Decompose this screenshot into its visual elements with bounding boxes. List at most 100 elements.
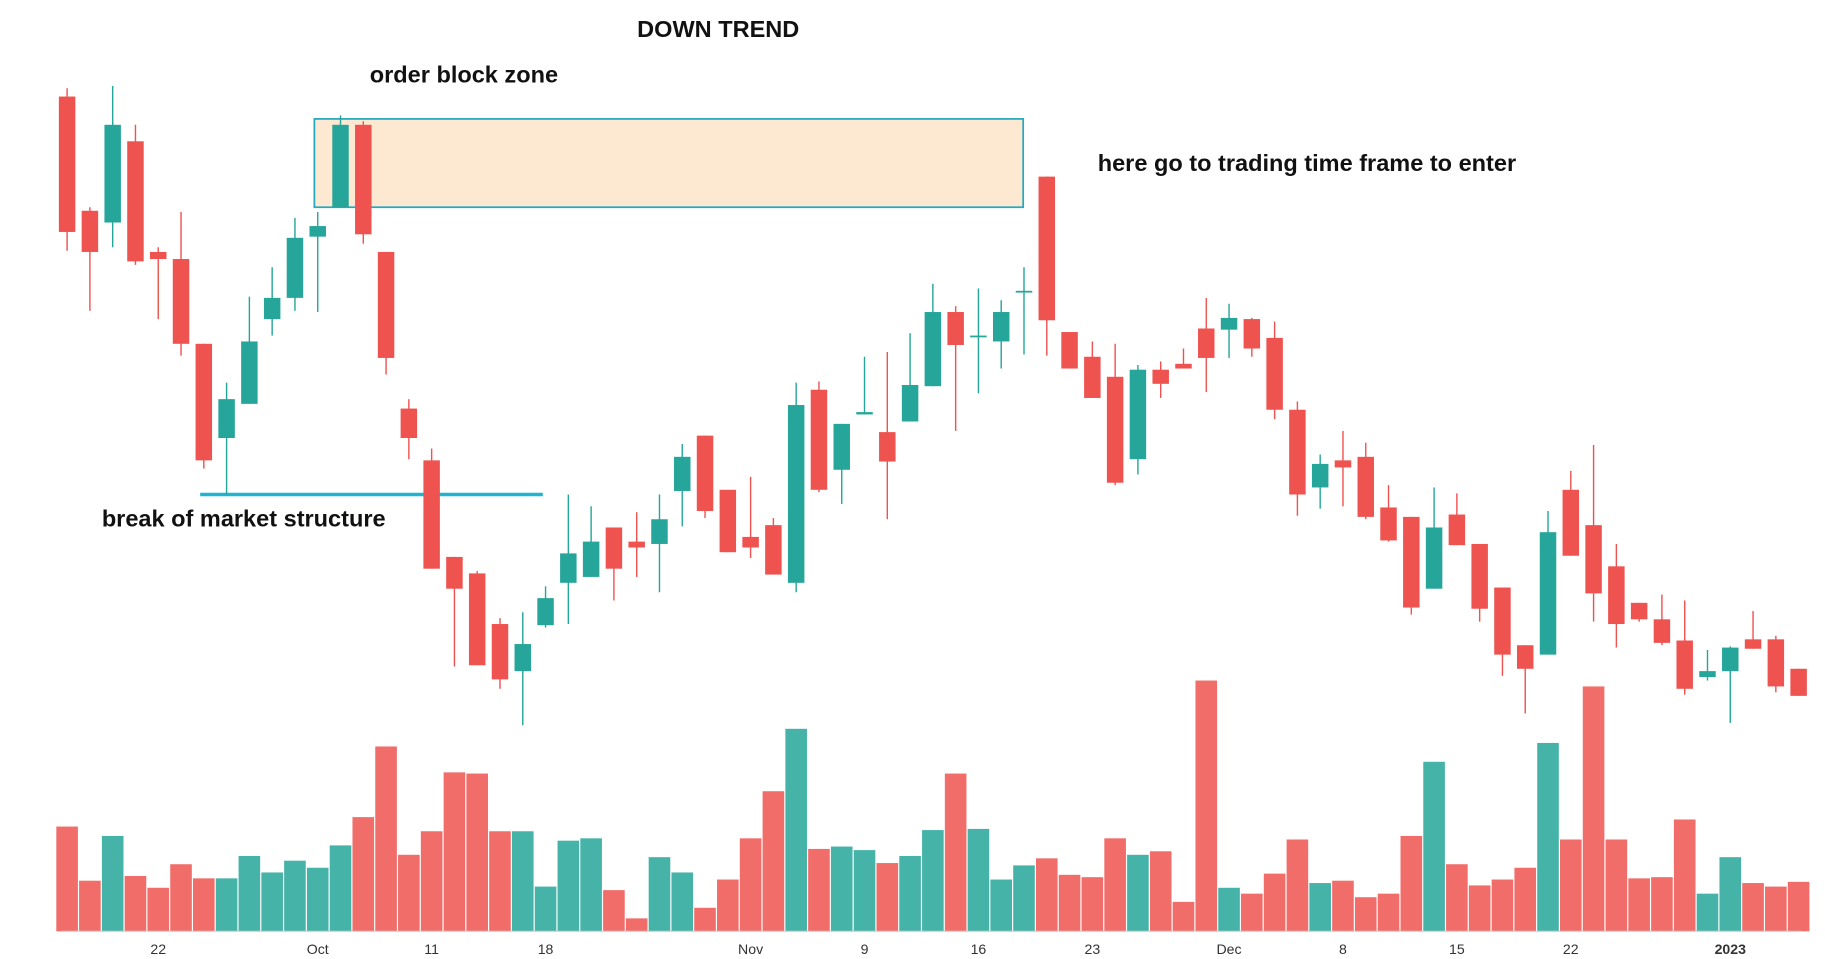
- volume-bar: [1537, 742, 1559, 932]
- candle-body: [286, 237, 304, 298]
- volume-bar: [1719, 857, 1742, 932]
- candle-body: [992, 312, 1010, 342]
- candle-body: [833, 423, 850, 470]
- order-block-zone: [313, 118, 1025, 209]
- candle-body: [719, 489, 737, 553]
- candle-body: [355, 124, 372, 235]
- volume-bar: [420, 831, 443, 932]
- candle-body: [195, 343, 213, 461]
- volume-bar: [990, 879, 1013, 932]
- volume-bar: [1514, 867, 1537, 932]
- volume-bar: [671, 872, 694, 932]
- x-tick-label: 15: [1449, 941, 1465, 957]
- candle-body: [1494, 587, 1511, 655]
- x-tick-label: 8: [1339, 941, 1347, 957]
- candle-body: [537, 598, 554, 626]
- candle-body: [150, 251, 167, 260]
- candle-body: [1015, 290, 1033, 293]
- candle-body: [1425, 527, 1443, 589]
- volume-bar: [398, 854, 420, 932]
- candle-body: [1106, 376, 1124, 483]
- candle-body: [1744, 639, 1762, 649]
- candle-body: [1722, 647, 1739, 672]
- volume-bar: [489, 831, 511, 932]
- candle-body: [765, 525, 782, 575]
- volume-bar: [1423, 761, 1445, 932]
- candle-body: [1289, 409, 1306, 495]
- candle-body: [856, 412, 873, 415]
- candle-body: [58, 96, 76, 232]
- candle-body: [924, 312, 942, 387]
- volume-bar: [625, 918, 648, 932]
- volume-bar: [1468, 885, 1491, 932]
- candle-body: [1061, 332, 1078, 369]
- volume-layer: [56, 680, 1810, 932]
- candle-body: [309, 226, 326, 237]
- volume-bar: [193, 878, 215, 932]
- volume-bar: [922, 830, 944, 932]
- volume-bar: [1035, 858, 1058, 932]
- candle-body: [1357, 456, 1374, 517]
- candle-body: [1311, 463, 1329, 488]
- volume-bar: [1127, 854, 1149, 932]
- candle-body: [1767, 639, 1785, 687]
- candle-body: [696, 435, 714, 511]
- candle-body: [1699, 671, 1716, 678]
- volume-bar: [1104, 838, 1126, 932]
- volume-bar: [1218, 887, 1240, 932]
- candle-body: [1266, 337, 1283, 410]
- volume-bar: [147, 887, 170, 932]
- x-tick-label: 2023: [1715, 941, 1747, 957]
- volume-bar: [899, 855, 921, 932]
- candle-body: [377, 251, 395, 358]
- candle-body: [1403, 516, 1420, 608]
- candle-body: [1471, 543, 1488, 609]
- x-tick-label: Dec: [1217, 941, 1242, 957]
- candle-body: [1198, 328, 1215, 358]
- candle-body: [1152, 369, 1169, 384]
- zone-layer: [200, 118, 1025, 497]
- candle-body: [1790, 668, 1807, 696]
- volume-bar: [1377, 893, 1400, 932]
- volume-bar: [648, 857, 671, 932]
- x-tick-label: 22: [150, 941, 166, 957]
- candle-body: [605, 527, 623, 569]
- candle-body: [947, 312, 964, 345]
- candle-body: [104, 124, 121, 223]
- volume-bar: [1742, 883, 1764, 932]
- candle-body: [468, 573, 486, 666]
- volume-bar: [853, 850, 876, 932]
- volume-bar: [1263, 873, 1286, 932]
- x-tick-label: 18: [538, 941, 554, 957]
- candle-body: [423, 460, 440, 569]
- volume-bar: [830, 846, 853, 932]
- volume-bar: [375, 746, 397, 932]
- candle-body: [332, 124, 349, 208]
- volume-bar: [785, 728, 807, 932]
- candle-body: [810, 389, 828, 490]
- volume-bar: [1149, 851, 1172, 932]
- entry-note: here go to trading time frame to enter: [1098, 150, 1516, 176]
- candle-body: [787, 405, 805, 583]
- volume-bar: [1309, 883, 1331, 932]
- volume-bar: [1765, 886, 1787, 932]
- candle-body: [1516, 645, 1534, 669]
- candle-body: [1129, 369, 1147, 460]
- candle-body: [901, 385, 919, 422]
- x-tick-label: 9: [861, 941, 869, 957]
- volume-bar: [1081, 877, 1104, 932]
- volume-bar: [876, 863, 899, 932]
- volume-bar: [739, 838, 762, 932]
- candle-body: [263, 297, 281, 320]
- candle-body: [560, 553, 577, 583]
- candle-body: [628, 541, 645, 548]
- volume-bar: [284, 860, 306, 932]
- volume-bar: [1332, 880, 1354, 932]
- candle-body: [127, 141, 144, 262]
- candle-body: [1084, 356, 1101, 398]
- candle-body: [582, 541, 600, 577]
- candle-body: [1243, 319, 1261, 349]
- candle-body: [1380, 507, 1397, 541]
- x-tick-label: 16: [971, 941, 987, 957]
